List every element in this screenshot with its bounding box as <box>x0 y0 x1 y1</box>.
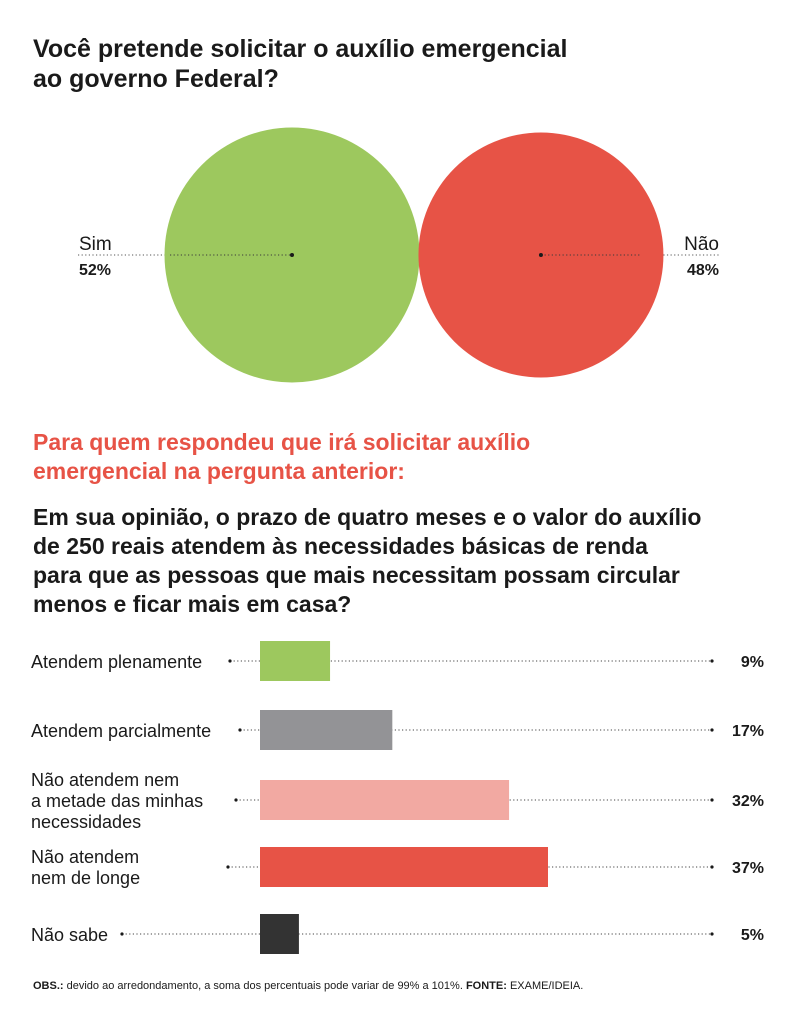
bar-category-label: Não sabe <box>31 925 241 946</box>
question1-title-line1: Você pretende solicitar o auxílio emerge… <box>33 35 568 63</box>
footnote-source-label: FONTE: <box>465 980 507 992</box>
bar-category-label-line: Não atendem nem <box>31 769 180 790</box>
question2-intro-line1: Para quem respondeu que irá solicitar au… <box>33 429 531 455</box>
bar <box>260 710 393 750</box>
bar <box>260 641 331 681</box>
nao-label: Não <box>684 234 719 255</box>
question2-title-line1: Em sua opinião, o prazo de quatro meses … <box>33 504 702 530</box>
horizontal-bar-chart <box>120 641 714 954</box>
proportional-circles-chart <box>78 127 720 383</box>
bar-value-label: 37% <box>731 860 764 877</box>
bar-value-label: 9% <box>740 654 764 671</box>
bar-category-label: Não atendem nem a metade das minhas necess… <box>31 770 241 833</box>
bar-category-label: Atendem parcialmente <box>31 721 241 742</box>
question1-title: Você pretende solicitar o auxílio emerge… <box>33 34 673 94</box>
question1-title-line2: ao governo Federal? <box>33 65 279 93</box>
bar-value-label: 17% <box>731 723 764 740</box>
bar-category-label-line: Atendem parcialmente <box>31 720 212 741</box>
footnote-obs-label: OBS.: <box>33 980 64 992</box>
guide-start-dot <box>226 865 230 869</box>
question2-intro: Para quem respondeu que irá solicitar au… <box>33 428 653 486</box>
guide-start-dot <box>228 659 232 663</box>
guide-start-dot <box>120 932 124 936</box>
circle-center-dot-sim <box>290 253 294 257</box>
question2-title-line4: menos e ficar mais em casa? <box>33 591 352 617</box>
guide-start-dot <box>234 798 238 802</box>
question2-title: Em sua opinião, o prazo de quatro meses … <box>33 503 773 619</box>
bar-category-label: Não atendem nem de longe <box>31 847 241 889</box>
bar-category-label-line: Não atendem <box>31 847 140 867</box>
bar <box>260 780 510 820</box>
guide-start-dot <box>238 728 242 732</box>
bar-category-label-line: Atendem plenamente <box>31 651 203 672</box>
guide-end-dot <box>710 865 714 869</box>
question2-intro-line2: emergencial na pergunta anterior: <box>33 458 405 484</box>
footnote-obs-text: devido ao arredondamento, a soma dos per… <box>63 980 466 992</box>
guide-end-dot <box>710 659 714 663</box>
question2-title-line3: para que as pessoas que mais necessitam … <box>33 562 680 588</box>
guide-end-dot <box>710 728 714 732</box>
circle-center-dot-nao <box>538 253 543 257</box>
guide-end-dot <box>710 798 714 802</box>
guide-end-dot <box>710 932 714 936</box>
bar-category-label-line: necessidades <box>31 811 142 832</box>
bar-value-label: 32% <box>731 793 764 810</box>
bar <box>260 914 299 954</box>
bar-category-label: Atendem plenamente <box>31 652 241 673</box>
bar-category-label-line: nem de longe <box>31 868 141 888</box>
bar-category-label-line: Não sabe <box>31 924 109 945</box>
bar <box>260 847 548 887</box>
question2-title-line2: de 250 reais atendem às necessidades bás… <box>33 533 648 559</box>
bar-category-label-line: a metade das minhas <box>31 790 204 811</box>
sim-percent: 52% <box>79 262 112 279</box>
footnote-source-text: EXAME/IDEIA. <box>506 980 584 992</box>
bar-value-label: 5% <box>740 927 764 944</box>
footnote: OBS.: devido ao arredondamento, a soma d… <box>33 980 583 992</box>
sim-label: Sim <box>79 234 112 255</box>
nao-percent: 48% <box>686 262 719 279</box>
